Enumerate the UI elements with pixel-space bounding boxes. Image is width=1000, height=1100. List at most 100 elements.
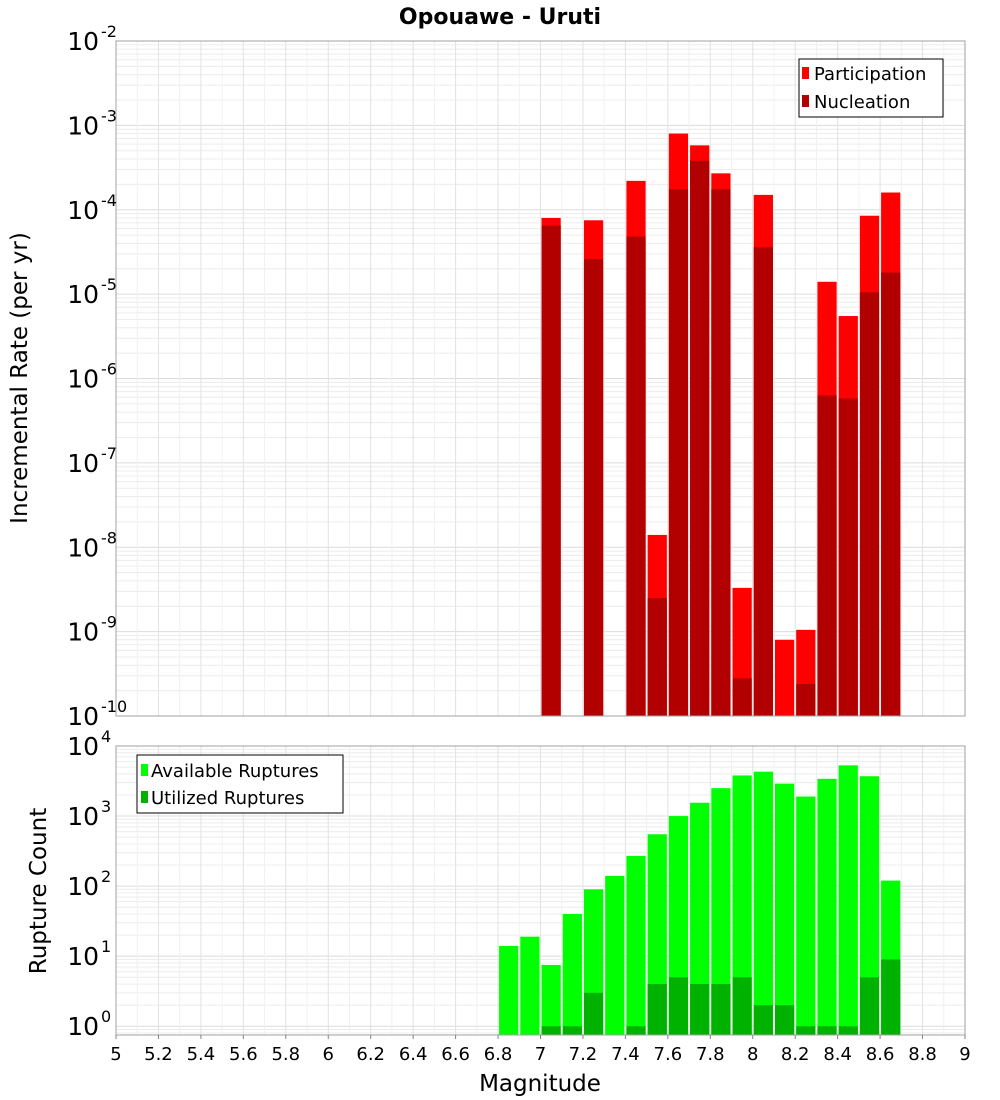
x-tick-label: 8.4: [823, 1044, 852, 1065]
legend-available-label: Available Ruptures: [151, 761, 319, 782]
bottom-bar-utilized-ruptures: [690, 984, 710, 1035]
bottom-bar-available-ruptures: [838, 765, 858, 1035]
bottom-bar-available-ruptures: [499, 945, 519, 1035]
x-tick-label: 6: [323, 1044, 334, 1065]
bottom-bar-utilized-ruptures: [541, 1026, 561, 1035]
bottom-y-axis-label: Rupture Count: [26, 808, 52, 974]
tick-exponent: -2: [101, 22, 117, 41]
top-bar-nucleation: [711, 189, 731, 717]
tick-exponent: -7: [101, 444, 117, 463]
bottom-y-tick-label: 10 2: [67, 867, 111, 901]
bottom-bar-utilized-ruptures: [859, 977, 880, 1035]
bottom-bar-available-ruptures: [817, 778, 837, 1035]
bottom-y-tick-label: 10 3: [67, 797, 111, 831]
bottom-bar-available-ruptures: [732, 775, 752, 1035]
bottom-bar-utilized-ruptures: [881, 959, 901, 1035]
bottom-bar-utilized-ruptures: [647, 984, 667, 1035]
top-y-tick-label: 10 -4: [67, 191, 117, 225]
chart-title: Opouawe - Uruti: [399, 5, 601, 30]
legend-available-swatch: [141, 764, 148, 776]
top-bar-nucleation: [859, 292, 880, 716]
x-tick-label: 5.6: [229, 1044, 258, 1065]
top-y-axis-label: Incremental Rate (per yr): [7, 232, 33, 524]
top-bar-nucleation: [626, 236, 646, 716]
tick-exponent: -9: [101, 613, 117, 632]
bottom-bar-utilized-ruptures: [711, 984, 731, 1035]
top-bar-participation: [774, 639, 795, 716]
tick-base: 10: [67, 618, 99, 647]
top-bar-nucleation: [647, 598, 667, 716]
tick-base: 10: [67, 732, 99, 761]
x-tick-label: 7.2: [569, 1044, 598, 1065]
tick-base: 10: [67, 280, 99, 309]
x-tick-label: 6.4: [399, 1044, 428, 1065]
x-tick-label: 7: [535, 1044, 546, 1065]
tick-exponent: -10: [101, 697, 127, 716]
tick-base: 10: [67, 196, 99, 225]
bottom-bar-utilized-ruptures: [732, 977, 752, 1035]
top-y-tick-label: 10 -5: [67, 275, 117, 309]
top-bar-nucleation: [753, 247, 773, 716]
bottom-bar-available-ruptures: [711, 788, 731, 1035]
tick-exponent: 4: [101, 727, 111, 746]
top-bar-nucleation: [690, 160, 710, 717]
top-legend: Participation Nucleation: [798, 58, 944, 118]
bottom-bar-utilized-ruptures: [774, 1005, 795, 1035]
bottom-legend: Available Ruptures Utilized Ruptures: [136, 754, 344, 814]
top-y-tick-label: 10 -7: [67, 444, 117, 478]
tick-exponent: -4: [101, 191, 117, 210]
tick-exponent: 0: [101, 1007, 111, 1026]
top-plot-area: [115, 40, 966, 717]
bottom-bar-utilized-ruptures: [562, 1026, 582, 1035]
x-tick-label: 8: [747, 1044, 758, 1065]
x-tick-label: 8.6: [866, 1044, 895, 1065]
tick-exponent: -6: [101, 360, 117, 379]
top-y-tick-label: 10 -6: [67, 360, 117, 394]
tick-exponent: -3: [101, 106, 117, 125]
x-tick-label: 6.2: [356, 1044, 385, 1065]
tick-exponent: -8: [101, 528, 117, 547]
bottom-bar-utilized-ruptures: [583, 992, 604, 1035]
bottom-bar-available-ruptures: [626, 855, 646, 1035]
top-bar-nucleation: [881, 272, 901, 716]
tick-base: 10: [67, 27, 99, 56]
top-bar-nucleation: [668, 189, 689, 717]
tick-base: 10: [67, 872, 99, 901]
x-tick-label: 6.6: [441, 1044, 470, 1065]
tick-base: 10: [67, 1012, 99, 1041]
legend-participation-label: Participation: [814, 64, 926, 85]
bottom-bar-utilized-ruptures: [817, 1026, 837, 1035]
top-bar-nucleation: [817, 395, 837, 716]
tick-base: 10: [67, 449, 99, 478]
tick-exponent: -5: [101, 275, 117, 294]
tick-exponent: 3: [101, 797, 111, 816]
legend-utilized-label: Utilized Ruptures: [151, 788, 304, 809]
x-tick-label: 8.2: [781, 1044, 810, 1065]
bottom-bar-utilized-ruptures: [838, 1026, 858, 1035]
top-bar-nucleation: [732, 678, 752, 716]
bottom-bar-available-ruptures: [859, 776, 880, 1035]
legend-nucleation-swatch: [802, 95, 809, 107]
top-bar-nucleation: [583, 259, 604, 716]
x-tick-label: 7.8: [696, 1044, 725, 1065]
bottom-bar-available-ruptures: [753, 771, 773, 1035]
legend-nucleation-label: Nucleation: [814, 92, 910, 113]
bottom-y-tick-label: 10 0: [67, 1007, 111, 1041]
top-y-tick-label: 10 -3: [67, 106, 117, 140]
bottom-y-tick-label: 10 1: [67, 937, 111, 971]
bottom-bar-available-ruptures: [520, 936, 540, 1035]
tick-base: 10: [67, 111, 99, 140]
x-tick-label: 7.4: [611, 1044, 640, 1065]
tick-base: 10: [67, 702, 99, 731]
bottom-bar-utilized-ruptures: [796, 1026, 816, 1035]
legend-participation-swatch: [802, 67, 809, 79]
bottom-bar-utilized-ruptures: [753, 1005, 773, 1035]
bottom-bar-available-ruptures: [541, 964, 561, 1035]
x-tick-label: 9: [959, 1044, 970, 1065]
tick-base: 10: [67, 802, 99, 831]
x-tick-label: 5.2: [144, 1044, 173, 1065]
top-bar-nucleation: [838, 398, 858, 716]
bottom-bar-available-ruptures: [605, 875, 625, 1035]
bottom-bar-available-ruptures: [774, 783, 795, 1035]
